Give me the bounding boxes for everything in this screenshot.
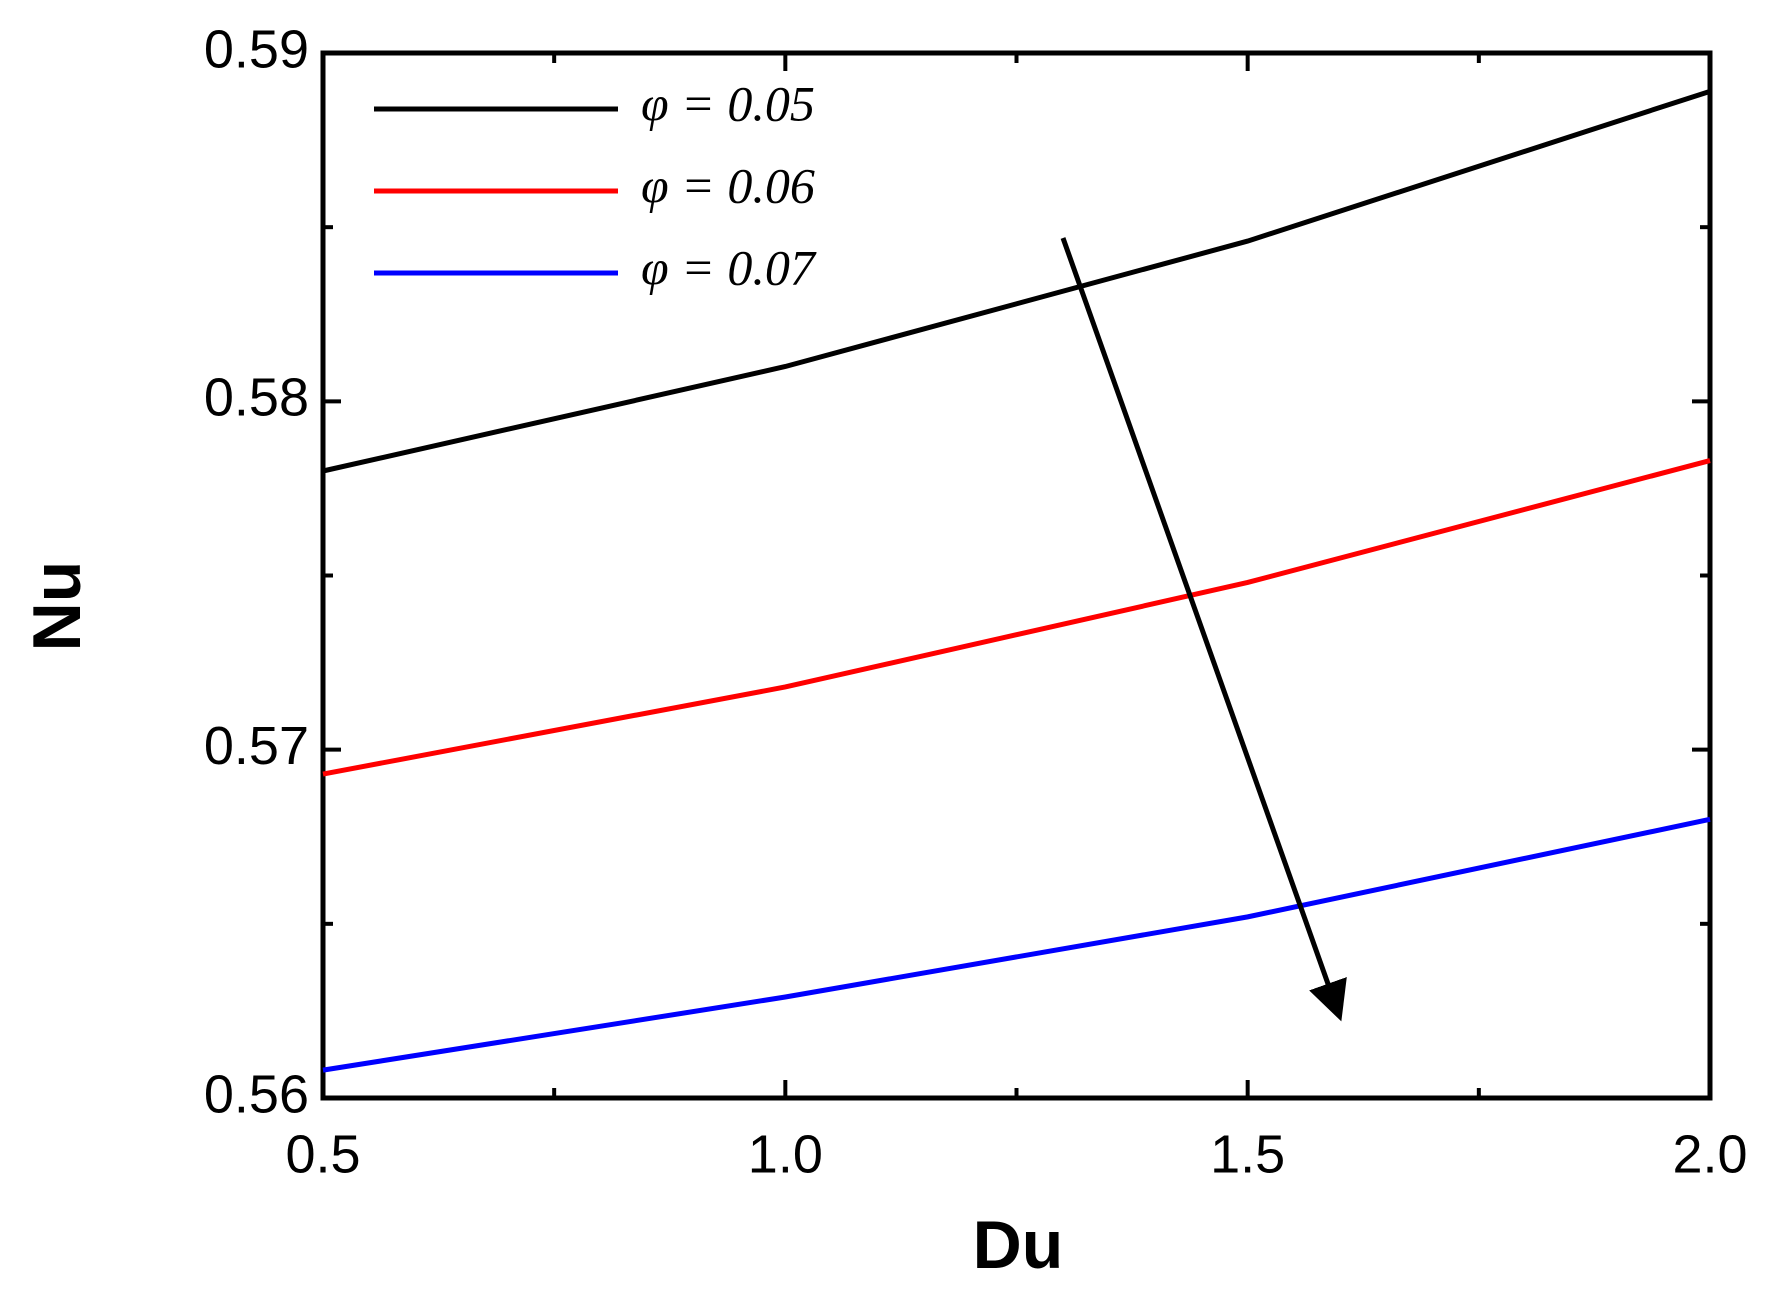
y-tick-label: 0.57 xyxy=(204,716,309,776)
plot-frame xyxy=(320,50,1713,1101)
data-line xyxy=(322,88,1711,474)
y-tick-label: 0.56 xyxy=(204,1064,309,1124)
legend-label: φ = 0.05 xyxy=(641,75,815,131)
x-axis-label: Du xyxy=(973,1207,1064,1283)
data-line xyxy=(322,458,1711,777)
trend-arrow xyxy=(1060,237,1347,1022)
x-tick-label: 0.5 xyxy=(285,1124,360,1184)
x-tick-label: 1.5 xyxy=(1210,1124,1285,1184)
x-tick-label: 2.0 xyxy=(1672,1124,1747,1184)
data-line xyxy=(322,816,1711,1073)
y-axis-label: Nu xyxy=(19,561,95,652)
x-tick-label: 1.0 xyxy=(748,1124,823,1184)
legend-label: φ = 0.07 xyxy=(641,239,817,295)
y-tick-label: 0.59 xyxy=(204,19,309,79)
y-tick-label: 0.58 xyxy=(204,368,309,428)
legend-label: φ = 0.06 xyxy=(641,157,815,213)
